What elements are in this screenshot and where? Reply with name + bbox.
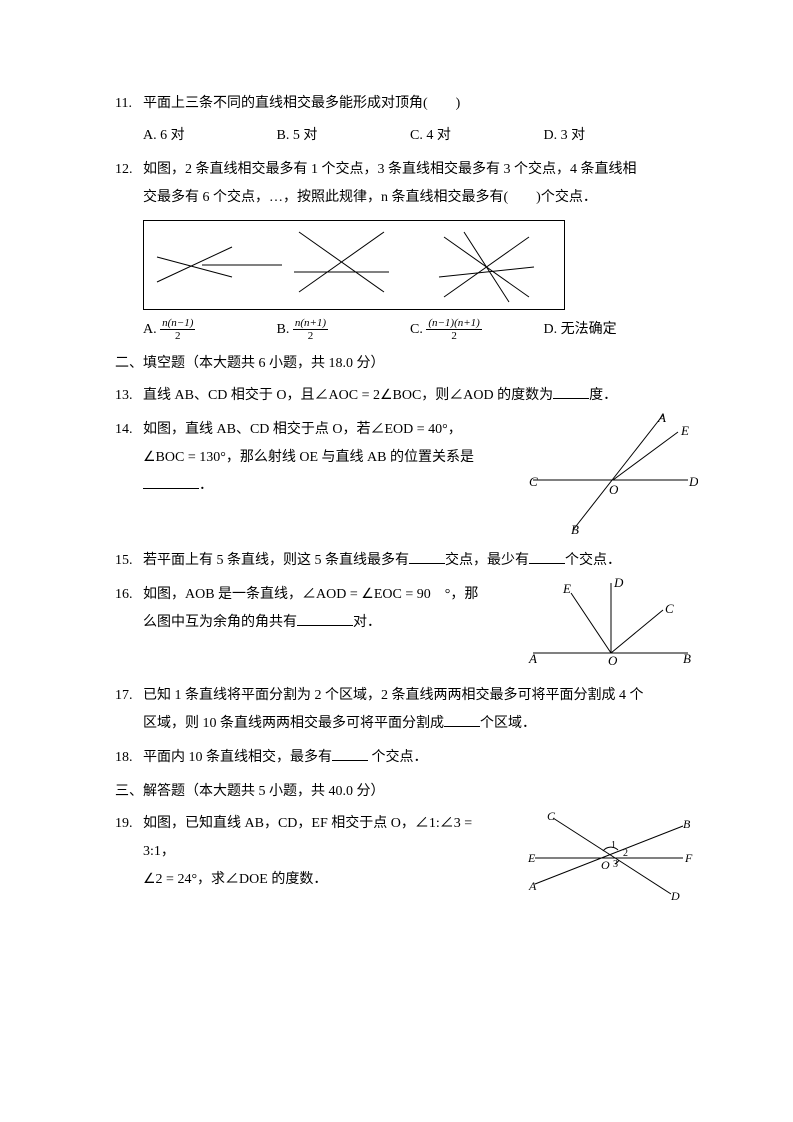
- section-2-header: 二、填空题（本大题共 6 小题，共 18.0 分）: [115, 350, 698, 378]
- question-17: 17. 已知 1 条直线将平面分割为 2 个区域，2 条直线两两相交最多可将平面…: [115, 682, 698, 738]
- q17-blank: [444, 712, 480, 727]
- q19-num: 19.: [115, 810, 143, 838]
- q15-blank2: [529, 549, 565, 564]
- svg-text:O: O: [608, 653, 618, 667]
- svg-text:3: 3: [613, 859, 618, 870]
- question-14: 14. 如图，直线 AB、CD 相交于点 O，若∠EOD = 40°， ∠BOC…: [115, 416, 698, 541]
- q14-blank: [143, 474, 199, 489]
- q12-line1: 如图，2 条直线相交最多有 1 个交点，3 条直线相交最多有 3 个交点，4 条…: [143, 162, 637, 177]
- svg-text:1: 1: [611, 840, 616, 851]
- q16-num: 16.: [115, 581, 143, 609]
- q12-opt-a: A. n(n−1)2: [143, 316, 273, 344]
- q12-opt-d: D. 无法确定: [544, 316, 674, 344]
- svg-text:E: E: [562, 581, 571, 596]
- q12-options: A. n(n−1)2 B. n(n+1)2 C. (n−1)(n+1)2 D. …: [143, 316, 698, 344]
- q13-post: 度．: [589, 388, 617, 403]
- q18-num: 18.: [115, 744, 143, 772]
- q14-num: 14.: [115, 416, 143, 444]
- q11-num: 11.: [115, 90, 143, 118]
- q15-num: 15.: [115, 547, 143, 575]
- svg-text:B: B: [571, 522, 579, 535]
- q13-num: 13.: [115, 382, 143, 410]
- q19-figure: C B E F A D O 1 2 3: [523, 806, 698, 906]
- q19-l1: 如图，已知直线 AB，CD，EF 相交于点 O，∠1:∠3 = 3:1，: [143, 816, 472, 859]
- q18-post: 个交点．: [368, 750, 428, 765]
- svg-text:C: C: [547, 809, 556, 823]
- q14-l3: ．: [199, 478, 213, 493]
- q16-l2-post: 对．: [353, 615, 381, 630]
- q12-figure: [143, 220, 565, 310]
- q18-blank: [332, 746, 368, 761]
- q16-blank: [297, 611, 353, 626]
- q14-figure: A E C D O B: [523, 410, 698, 535]
- q17-num: 17.: [115, 682, 143, 710]
- question-13: 13.直线 AB、CD 相交于 O，且∠AOC = 2∠BOC，则∠AOD 的度…: [115, 382, 698, 410]
- svg-text:F: F: [684, 851, 693, 865]
- section-3-header: 三、解答题（本大题共 5 小题，共 40.0 分）: [115, 778, 698, 806]
- svg-text:O: O: [601, 858, 610, 872]
- q17-l2-pre: 区域，则 10 条直线两两相交最多可将平面分割成: [143, 716, 444, 731]
- q16-l1: 如图，AOB 是一条直线，∠AOD = ∠EOC = 90 °，那: [143, 587, 478, 602]
- q11-opt-d: D. 3 对: [544, 122, 674, 150]
- q13-blank: [553, 384, 589, 399]
- q15-blank1: [409, 549, 445, 564]
- svg-text:C: C: [529, 474, 538, 489]
- q11-options: A. 6 对 B. 5 对 C. 4 对 D. 3 对: [143, 122, 698, 150]
- q14-l2: ∠BOC = 130°，那么射线 OE 与直线 AB 的位置关系是: [143, 450, 474, 465]
- svg-text:D: D: [688, 474, 698, 489]
- svg-text:O: O: [609, 482, 619, 497]
- q12-line2: 交最多有 6 个交点，…，按照此规律，n 条直线相交最多有( )个交点．: [143, 190, 597, 205]
- question-12: 12. 如图，2 条直线相交最多有 1 个交点，3 条直线相交最多有 3 个交点…: [115, 156, 698, 344]
- q11-opt-c: C. 4 对: [410, 122, 540, 150]
- svg-text:A: A: [528, 879, 537, 893]
- q18-pre: 平面内 10 条直线相交，最多有: [143, 750, 332, 765]
- q11-text: 平面上三条不同的直线相交最多能形成对顶角( ): [143, 96, 460, 111]
- svg-text:A: A: [657, 410, 666, 425]
- q15-pre: 若平面上有 5 条直线，则这 5 条直线最多有: [143, 553, 409, 568]
- question-11: 11.平面上三条不同的直线相交最多能形成对顶角( ) A. 6 对 B. 5 对…: [115, 90, 698, 150]
- q16-figure: A B O D E C: [523, 575, 698, 667]
- svg-text:A: A: [528, 651, 537, 666]
- svg-text:C: C: [665, 601, 674, 616]
- q11-opt-a: A. 6 对: [143, 122, 273, 150]
- q16-l2-pre: 么图中互为余角的角共有: [143, 615, 297, 630]
- q15-mid: 交点，最少有: [445, 553, 529, 568]
- q17-l1: 已知 1 条直线将平面分割为 2 个区域，2 条直线两两相交最多可将平面分割成 …: [143, 688, 644, 703]
- q12-num: 12.: [115, 156, 143, 184]
- svg-text:B: B: [683, 651, 691, 666]
- question-16: 16. 如图，AOB 是一条直线，∠AOD = ∠EOC = 90 °，那 么图…: [115, 581, 698, 676]
- svg-text:2: 2: [623, 848, 628, 859]
- q13-pre: 直线 AB、CD 相交于 O，且∠AOC = 2∠BOC，则∠AOD 的度数为: [143, 388, 553, 403]
- q14-l1: 如图，直线 AB、CD 相交于点 O，若∠EOD = 40°，: [143, 422, 462, 437]
- q12-opt-b: B. n(n+1)2: [277, 316, 407, 344]
- q15-post: 个交点．: [565, 553, 621, 568]
- question-15: 15.若平面上有 5 条直线，则这 5 条直线最多有 交点，最少有 个交点．: [115, 547, 698, 575]
- svg-text:D: D: [613, 575, 624, 590]
- question-18: 18.平面内 10 条直线相交，最多有 个交点．: [115, 744, 698, 772]
- q11-opt-b: B. 5 对: [277, 122, 407, 150]
- svg-text:D: D: [670, 889, 680, 903]
- q17-l2-post: 个区域．: [480, 716, 536, 731]
- svg-text:B: B: [683, 817, 691, 831]
- svg-text:E: E: [680, 423, 689, 438]
- q19-l2: ∠2 = 24°，求∠DOE 的度数．: [143, 872, 327, 887]
- q12-opt-c: C. (n−1)(n+1)2: [410, 316, 540, 344]
- svg-text:E: E: [527, 851, 536, 865]
- question-19: 19. 如图，已知直线 AB，CD，EF 相交于点 O，∠1:∠3 = 3:1，…: [115, 810, 698, 910]
